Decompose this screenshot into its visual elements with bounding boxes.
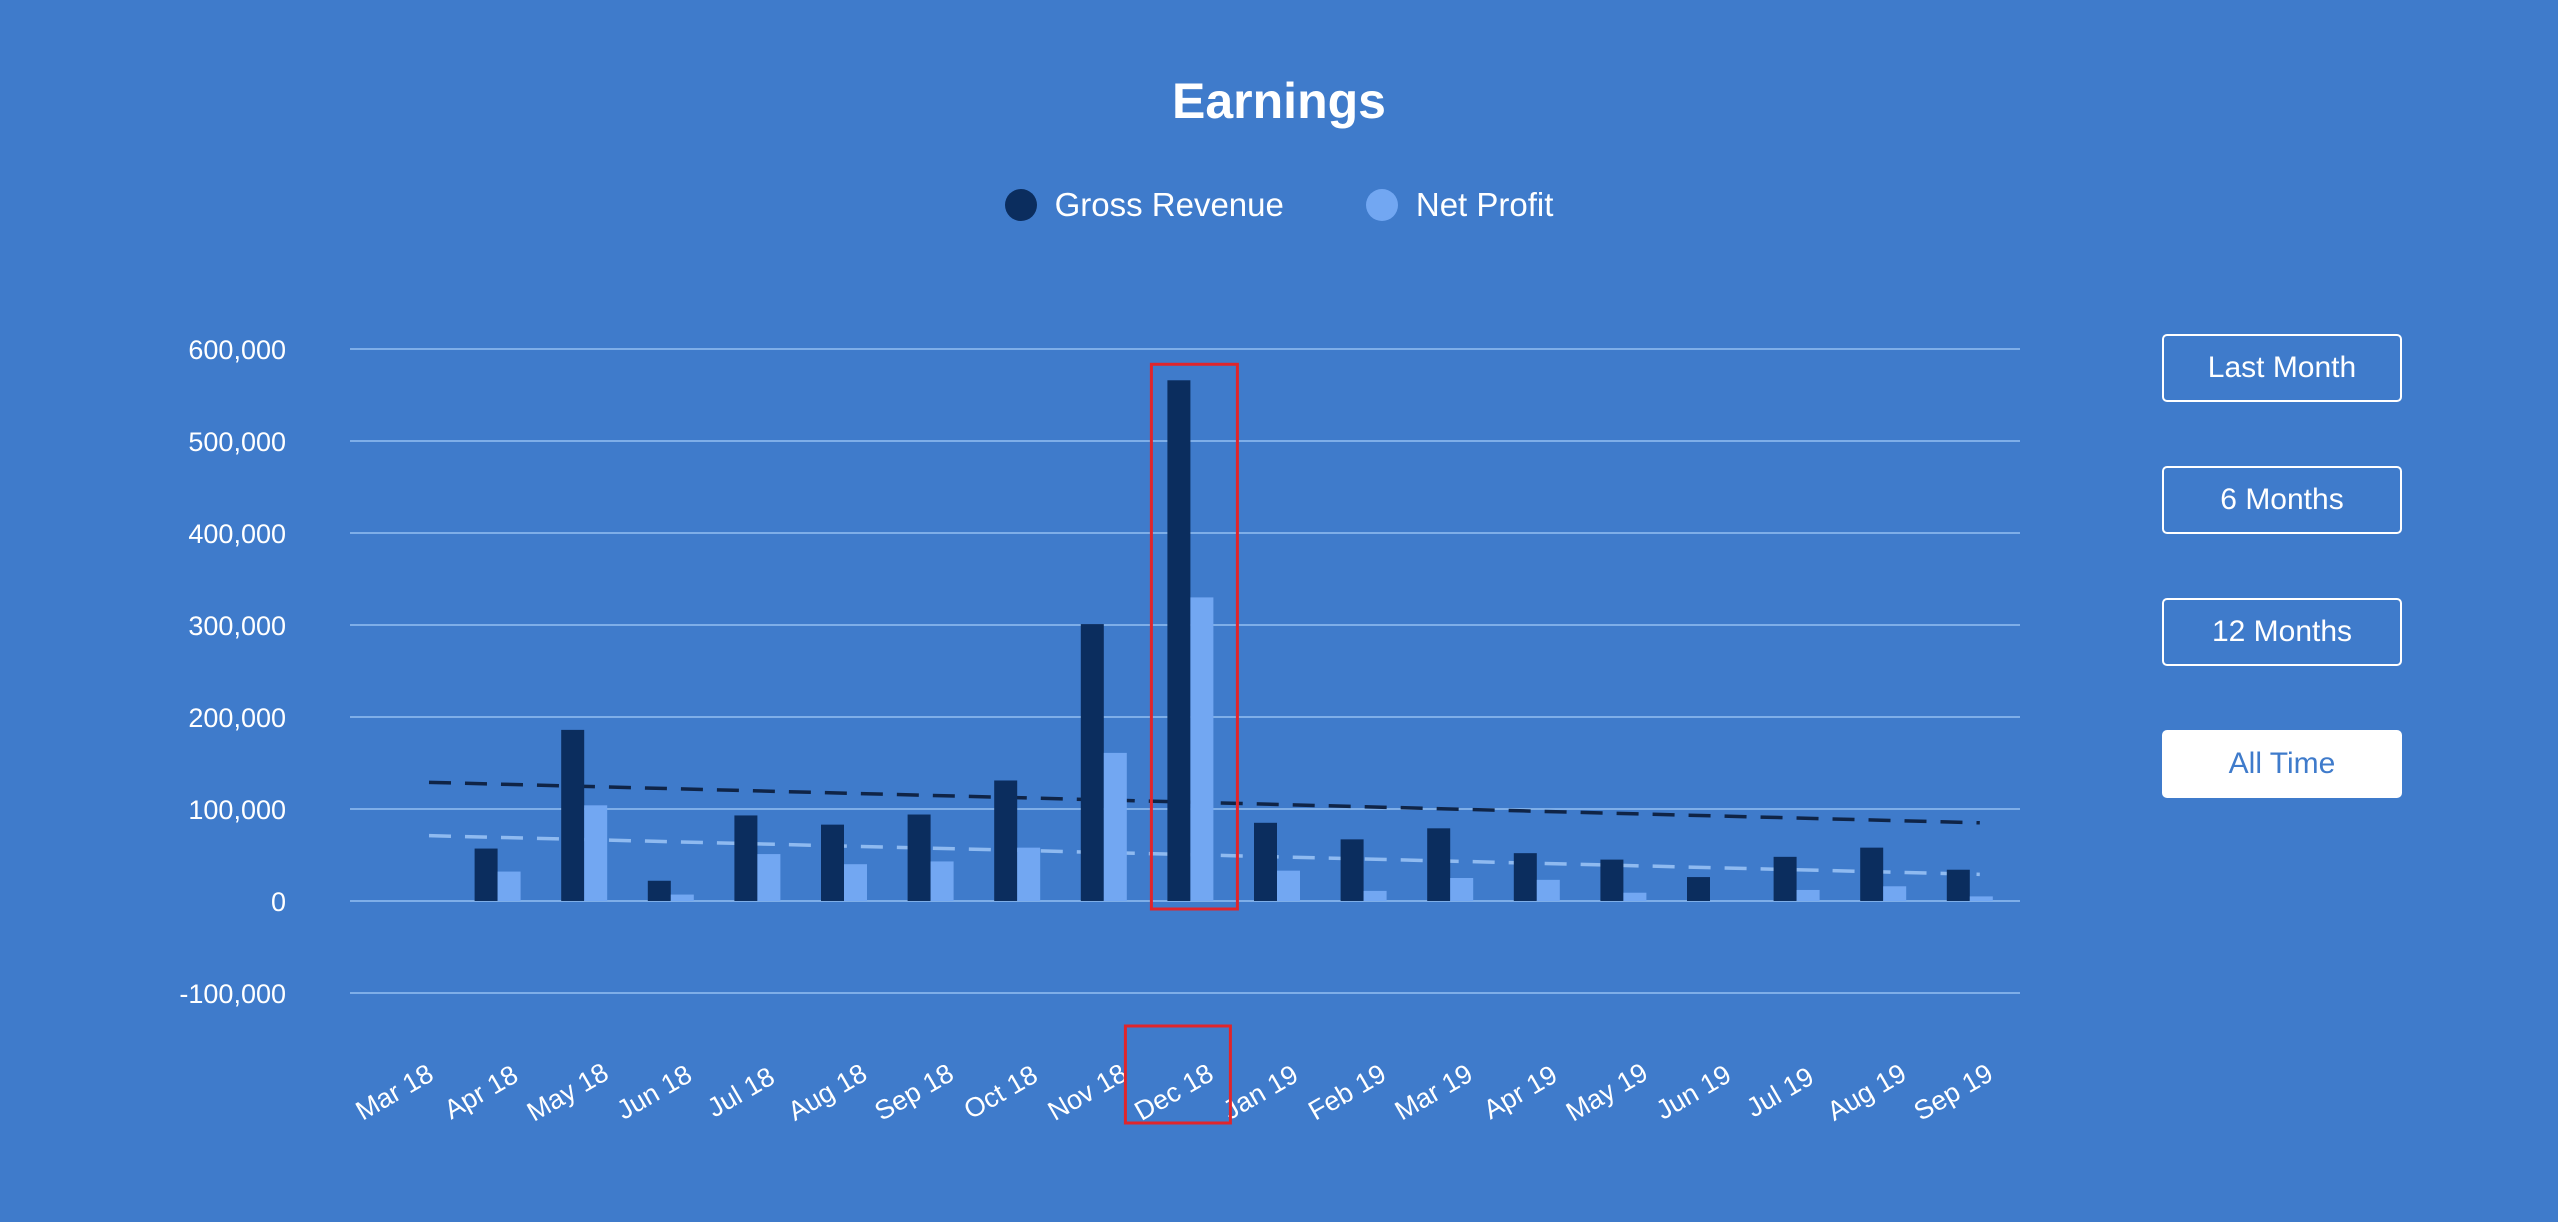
x-tick-label: Aug 19 bbox=[1822, 1058, 1911, 1127]
last-month-button[interactable]: Last Month bbox=[2162, 334, 2402, 402]
x-tick-label: May 18 bbox=[522, 1057, 614, 1127]
legend-item-gross-revenue[interactable]: Gross Revenue bbox=[1004, 186, 1284, 224]
x-tick-label: Aug 18 bbox=[783, 1058, 872, 1127]
bar-gross-revenue bbox=[1340, 839, 1364, 901]
chart-title: Earnings bbox=[1172, 73, 1386, 129]
y-tick-label: 500,000 bbox=[188, 427, 286, 457]
bar-gross-revenue bbox=[1513, 853, 1537, 901]
bar-gross-revenue bbox=[1600, 859, 1624, 901]
six-months-button[interactable]: 6 Months bbox=[2162, 466, 2402, 534]
bar-net-profit bbox=[584, 805, 608, 901]
x-tick-label: Jul 18 bbox=[702, 1061, 779, 1123]
highlight-label-box bbox=[1123, 1024, 1232, 1125]
x-tick-label: Sep 19 bbox=[1909, 1058, 1998, 1127]
bar-gross-revenue bbox=[561, 729, 585, 901]
legend-label-net-profit: Net Profit bbox=[1415, 186, 1554, 223]
bar-net-profit bbox=[1623, 892, 1647, 901]
bar-gross-revenue bbox=[1427, 828, 1451, 901]
bar-net-profit bbox=[1969, 896, 1993, 901]
y-tick-label: 200,000 bbox=[188, 703, 286, 733]
bar-gross-revenue bbox=[474, 848, 498, 901]
y-tick-label: -100,000 bbox=[179, 979, 286, 1009]
bar-gross-revenue bbox=[907, 814, 931, 901]
legend-swatch-gross-revenue bbox=[1004, 189, 1037, 221]
x-tick-label: Apr 18 bbox=[439, 1059, 523, 1125]
highlight-bars-box bbox=[1149, 362, 1239, 911]
x-tick-label: Mar 19 bbox=[1390, 1058, 1478, 1126]
bar-net-profit bbox=[1103, 752, 1127, 901]
bar-net-profit bbox=[1536, 879, 1560, 901]
y-tick-label: 600,000 bbox=[188, 335, 286, 365]
bar-net-profit bbox=[1796, 889, 1820, 901]
bar-gross-revenue bbox=[1773, 856, 1797, 901]
bar-net-profit bbox=[497, 871, 521, 901]
bar-net-profit bbox=[1017, 847, 1041, 901]
bar-net-profit bbox=[1190, 597, 1214, 901]
y-tick-label: 0 bbox=[271, 887, 286, 917]
legend-swatch-net-profit bbox=[1365, 189, 1398, 221]
bar-net-profit bbox=[844, 864, 867, 901]
x-tick-label: May 19 bbox=[1561, 1057, 1653, 1127]
bar-gross-revenue bbox=[1254, 822, 1277, 901]
x-tick-label: Mar 18 bbox=[351, 1058, 439, 1126]
bar-net-profit bbox=[1450, 878, 1474, 901]
bar-net-profit bbox=[670, 894, 694, 901]
bar-gross-revenue bbox=[1946, 869, 1970, 901]
twelve-months-button[interactable]: 12 Months bbox=[2162, 598, 2402, 666]
y-tick-label: 100,000 bbox=[188, 795, 286, 825]
bar-gross-revenue bbox=[1687, 877, 1710, 901]
bar-net-profit bbox=[930, 861, 954, 901]
x-tick-label: Jun 19 bbox=[1651, 1059, 1736, 1126]
bar-gross-revenue bbox=[821, 824, 844, 901]
all-time-button[interactable]: All Time bbox=[2162, 730, 2402, 798]
bar-gross-revenue bbox=[1860, 847, 1884, 901]
legend-label-gross-revenue: Gross Revenue bbox=[1054, 186, 1284, 223]
legend-item-net-profit[interactable]: Net Profit bbox=[1365, 186, 1554, 224]
y-tick-label: 300,000 bbox=[188, 611, 286, 641]
x-tick-label: Oct 18 bbox=[959, 1059, 1043, 1125]
bar-gross-revenue bbox=[1080, 624, 1104, 901]
y-tick-label: 400,000 bbox=[188, 519, 286, 549]
bar-net-profit bbox=[1883, 886, 1907, 901]
x-tick-label: Apr 19 bbox=[1478, 1059, 1562, 1125]
bar-gross-revenue bbox=[734, 815, 758, 901]
chart-legend: Gross Revenue Net Profit bbox=[0, 186, 2558, 224]
bar-gross-revenue bbox=[1167, 380, 1191, 901]
bar-net-profit bbox=[1277, 870, 1300, 901]
bar-net-profit bbox=[757, 854, 781, 901]
x-tick-label: Sep 18 bbox=[870, 1058, 959, 1127]
bar-gross-revenue bbox=[994, 780, 1018, 901]
x-tick-label: Jun 18 bbox=[612, 1059, 697, 1126]
x-tick-label: Nov 18 bbox=[1043, 1058, 1132, 1127]
x-tick-label: Dec 18 bbox=[1129, 1058, 1218, 1127]
bar-gross-revenue bbox=[647, 880, 671, 901]
bar-net-profit bbox=[1363, 890, 1387, 901]
x-tick-label: Feb 19 bbox=[1303, 1058, 1391, 1126]
x-tick-label: Jul 19 bbox=[1741, 1061, 1818, 1123]
